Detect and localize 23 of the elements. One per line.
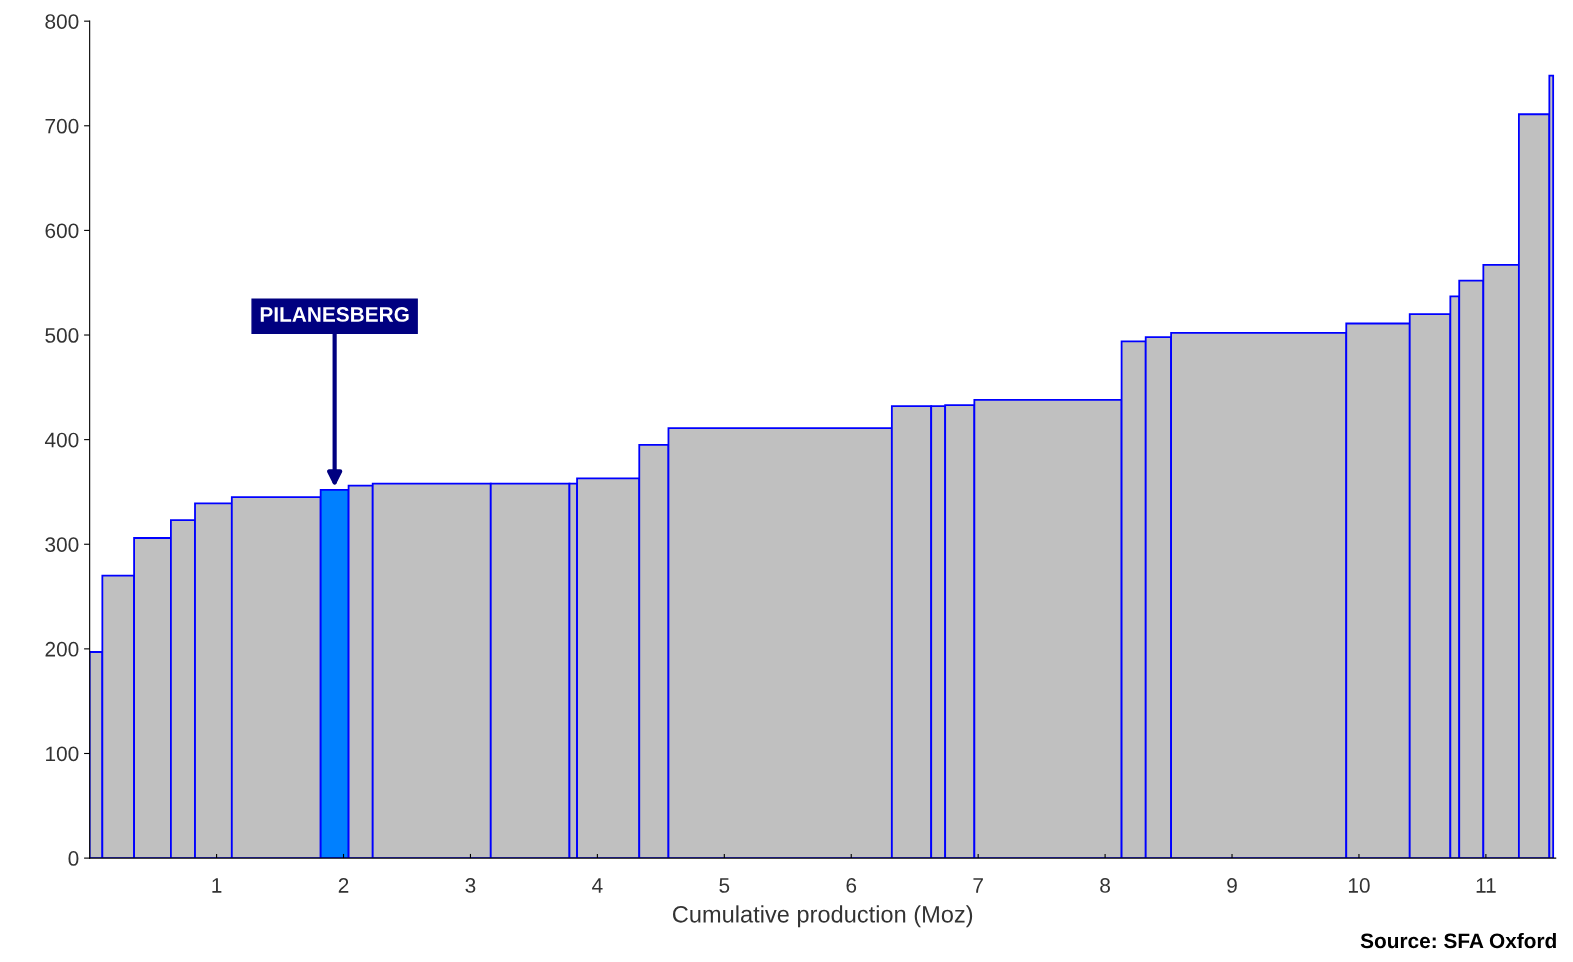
y-tick-label: 700 [45, 118, 79, 134]
x-axis-title: Cumulative production (Moz) [672, 905, 973, 928]
annotation: PILANESBERG [260, 307, 409, 322]
y-tick-label: 100 [46, 746, 79, 762]
x-tick-label: 6 [846, 878, 857, 893]
x-tick-label: 2 [338, 878, 349, 893]
x-tick-label: 10 [1348, 878, 1370, 893]
y-tick-label: 0 [68, 851, 79, 866]
x-tick-label: 5 [719, 878, 730, 893]
x-tick-label: 8 [1100, 878, 1110, 893]
y-tick-label: 800 [45, 14, 79, 29]
y-tick-label: 300 [45, 537, 79, 553]
x-tick-label: 11 [1476, 878, 1496, 893]
source-note: Source: SFA Oxford [1360, 932, 1556, 949]
x-tick-label: 3 [465, 878, 476, 893]
x-tick-label: 7 [973, 878, 983, 893]
y-tick-label: 600 [45, 223, 79, 239]
x-tick-label: 1 [212, 878, 222, 893]
x-tick-label: 9 [1227, 878, 1237, 893]
x-tick-label: 4 [592, 878, 603, 893]
y-tick-label: 200 [45, 641, 79, 657]
y-tick-label: 500 [45, 328, 79, 343]
y-tick-label: 400 [44, 432, 79, 448]
